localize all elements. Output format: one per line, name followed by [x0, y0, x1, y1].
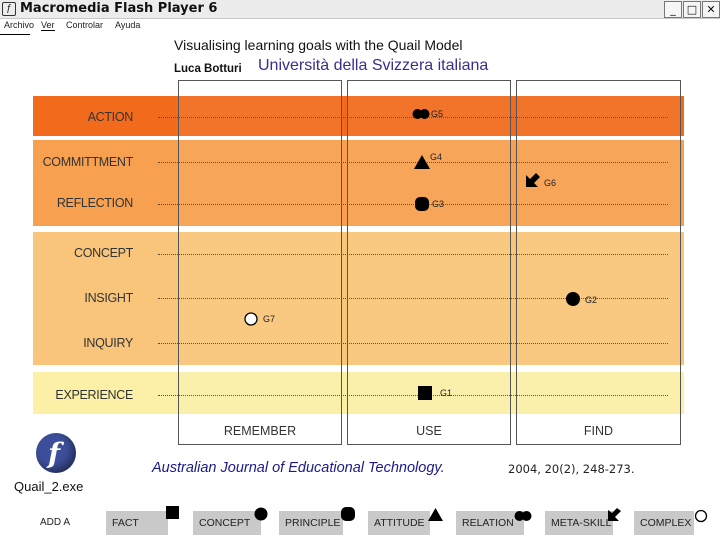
complex-open-circle-icon[interactable] [694, 509, 708, 523]
meta-skill-arrow-icon[interactable] [606, 508, 622, 523]
fact-square-icon[interactable] [166, 506, 179, 519]
band-action [33, 96, 684, 136]
legend-attitude-label: ATTITUDE [374, 517, 425, 529]
legend-principle-label: PRINCIPLE [285, 517, 341, 529]
goal-g3-label: G3 [432, 199, 445, 209]
principle-rounded-square-icon[interactable] [341, 507, 355, 521]
presentation-title: Visualising learning goals with the Quai… [174, 37, 463, 53]
university-name: Università della Svizzera italiana [258, 57, 489, 74]
goal-g7-complex-icon[interactable] [243, 311, 259, 327]
goal-g2-concept-icon[interactable] [565, 291, 581, 307]
row-label-commitment: COMMITTMENT [42, 155, 134, 169]
row-label-concept: CONCEPT [73, 246, 133, 260]
goal-g5-relation-icon[interactable] [412, 106, 430, 122]
goal-g4-attitude-icon[interactable] [414, 155, 430, 169]
menu-ver[interactable]: Ver [41, 20, 55, 31]
goal-g1-fact-icon[interactable] [418, 386, 432, 400]
goal-g6-label: G6 [544, 178, 557, 188]
legend-complex-label: COMPLEX [640, 517, 692, 529]
journal-citation: Australian Journal of Educational Techno… [152, 460, 445, 476]
minimize-button[interactable]: _ [664, 1, 682, 18]
menu-archivo[interactable]: Archivo [4, 20, 35, 30]
menu-bar: Archivo Ver Controlar Ayuda [0, 19, 720, 33]
guide-line-inquiry [158, 343, 668, 344]
row-label-inquiry: INQUIRY [83, 336, 133, 350]
row-label-action: ACTION [87, 110, 134, 124]
legend-relation-label: RELATION [462, 517, 514, 529]
column-use [347, 80, 511, 445]
legend-add-label: ADD A [40, 517, 71, 528]
guide-line-action [158, 117, 668, 118]
goal-g1-label: G1 [440, 388, 453, 398]
row-label-reflection: REFLECTION [56, 196, 133, 210]
column-label-find: FIND [583, 424, 614, 438]
row-label-insight: INSIGHT [84, 291, 133, 305]
legend-fact-label: FACT [112, 517, 139, 529]
legend-meta-skill-button[interactable]: META-SKILL [545, 511, 613, 535]
relation-double-circle-icon[interactable] [514, 509, 532, 523]
legend-attitude-button[interactable]: ATTITUDE [368, 511, 430, 535]
maximize-button[interactable]: □ [683, 1, 701, 18]
menu-divider [0, 34, 30, 35]
flash-logo-icon[interactable]: f [36, 433, 76, 473]
legend-concept-label: CONCEPT [199, 517, 251, 529]
file-name: Quail_2.exe [14, 479, 84, 494]
guide-line-insight [158, 298, 668, 299]
guide-line-experience [158, 395, 668, 396]
goal-g6-meta-skill-icon[interactable] [524, 173, 542, 189]
window-title: Macromedia Flash Player 6 [20, 1, 218, 16]
flash-app-icon[interactable]: ƒ [2, 2, 16, 16]
goal-g4-label: G4 [430, 152, 443, 162]
guide-line-commitment [158, 162, 668, 163]
goal-g3-principle-icon[interactable] [414, 196, 430, 212]
band-experience [33, 372, 684, 414]
legend-fact-button[interactable]: FACT [106, 511, 168, 535]
row-label-experience: EXPERIENCE [55, 388, 133, 402]
menu-controlar[interactable]: Controlar [66, 20, 104, 30]
legend-complex-button[interactable]: COMPLEX [634, 511, 694, 535]
guide-line-reflection [158, 204, 668, 205]
legend-meta-skill-label: META-SKILL [551, 517, 612, 529]
band-reflection [33, 140, 684, 226]
title-bar: ƒ Macromedia Flash Player 6 _ □ ✕ [0, 0, 720, 19]
legend-relation-button[interactable]: RELATION [456, 511, 524, 535]
goal-g7-label: G7 [263, 314, 276, 324]
column-find [516, 80, 681, 445]
goal-g5-label: G5 [431, 109, 444, 119]
close-button[interactable]: ✕ [702, 1, 720, 18]
legend-concept-button[interactable]: CONCEPT [193, 511, 261, 535]
citation-detail: 2004, 20(2), 248-273. [508, 462, 635, 476]
legend-principle-button[interactable]: PRINCIPLE [279, 511, 343, 535]
guide-line-concept [158, 254, 668, 255]
concept-circle-icon[interactable] [254, 507, 268, 521]
author-name: Luca Botturi [174, 63, 242, 75]
goal-g2-label: G2 [585, 295, 598, 305]
attitude-triangle-icon[interactable] [428, 508, 443, 521]
column-label-remember: REMEMBER [223, 424, 297, 438]
column-label-use: USE [416, 424, 442, 438]
menu-ayuda[interactable]: Ayuda [115, 20, 141, 30]
column-remember [178, 80, 342, 445]
